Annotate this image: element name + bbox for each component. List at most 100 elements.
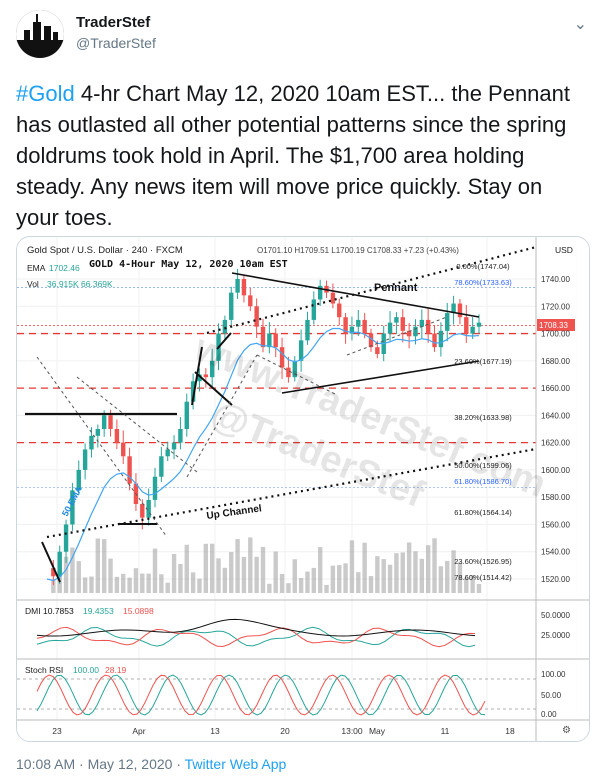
candle [298,340,304,361]
candle [248,295,253,307]
avatar-skyline-icon [16,10,64,58]
guide-line [76,376,198,473]
fib-label: 78.60%(1514.42) [454,573,512,582]
avatar[interactable] [16,10,64,58]
volume-bar [406,542,412,593]
candle [171,442,177,450]
vol-label: Vol [27,279,39,289]
dmi-tick: 50.0000 [541,611,570,620]
settings-gear-icon[interactable]: ⚙ [562,725,571,736]
trend-line [216,332,232,350]
candle [406,330,412,337]
volume-bar [330,565,336,593]
volume-bar [51,579,56,593]
volume-bar [273,551,278,593]
candle [438,330,444,348]
up-channel-upper [206,245,537,335]
tweet-meta: 10:08 AM · May 12, 2020 · Twitter Web Ap… [16,756,286,772]
author-name[interactable]: TraderStef [76,14,151,31]
time-tick: 13:00 [341,726,363,736]
volume-bar [476,583,482,593]
chevron-down-icon[interactable]: ⌄ [573,16,587,33]
candle [127,456,132,484]
volume-bar [159,574,164,593]
volume-bar [178,563,183,593]
candle [89,435,94,450]
chart-ohlc: O1701.10 H1709.51 L1700.19 C1708.33 +7.2… [257,246,459,255]
time-tick: 18 [505,726,515,736]
volume-bar [387,564,393,593]
candle [178,429,183,443]
volume-bar [457,562,463,593]
candle [146,499,151,518]
price-tick: 1600.00 [541,466,570,475]
volume-bar [324,584,329,593]
author-handle[interactable]: @TraderStef [76,35,156,51]
candle [317,285,323,300]
chart-title: GOLD 4-Hour May 12, 2020 10am EST [89,259,288,270]
candle [184,401,189,429]
rsi-label: Stoch RSI [25,665,63,675]
volume-bar [101,539,107,593]
volume-bar [133,568,139,593]
price-tick: 1520.00 [541,575,570,584]
candle [140,504,145,518]
candle [108,415,113,429]
price-tick: 1720.00 [541,302,570,311]
fib-label: 23.60%(1677.19) [454,357,512,366]
volume-bar [190,572,196,593]
volume-bar [248,537,253,593]
candle [470,326,475,334]
meta-sep: · [75,756,88,772]
candlesticks [46,268,482,585]
candle [114,429,120,443]
ema-value: 1702.46 [49,263,80,273]
candle [152,476,158,500]
volume-bar [419,558,425,593]
volume-bar [203,543,209,593]
rsi-pane: 100.00 50.00 0.00 [17,670,566,719]
volume-bar [95,538,101,593]
tweet-source[interactable]: Twitter Web App [184,756,287,772]
candle [76,469,81,491]
volume-bar [317,547,323,593]
volume-bar [337,565,342,593]
candle [197,374,202,382]
fib-label: 0.00%(1747.04) [456,262,510,271]
candle [375,347,380,354]
candle [305,319,310,341]
volume-bar [108,558,113,593]
candle [209,360,215,378]
price-tag-text: 1708.33 [539,321,568,330]
candle [464,317,469,334]
candle [432,333,437,348]
volume-bar [89,576,94,593]
volume-bar [165,582,170,593]
rsi-d-line [36,674,486,716]
trend-line [194,371,233,406]
candle [400,317,405,331]
candle [267,333,272,348]
tweet-time[interactable]: 10:08 AM [16,756,76,772]
ema-line [46,327,480,582]
volume-bar [375,556,380,593]
fib-levels [17,287,536,488]
volume-bar [292,559,297,593]
volume-bar [400,552,405,593]
volume-bar [381,559,386,593]
volume-bar [235,539,240,593]
tweet-date[interactable]: May 12, 2020 [87,756,173,772]
price-tick: 1580.00 [541,493,570,502]
candle [222,319,228,334]
rsi-k: 100.00 [73,665,99,675]
hashtag-gold[interactable]: #Gold [16,81,75,106]
price-tick: 1620.00 [541,439,570,448]
price-tick: 1680.00 [541,357,570,366]
candle [337,303,342,318]
candle [451,303,456,314]
chart-image[interactable]: Gold Spot / U.S. Dollar · 240 · FXCM O17… [16,236,590,742]
candle [349,326,355,334]
candle [286,367,291,378]
price-tick: 1700.00 [541,330,570,339]
time-tick: May [369,726,386,736]
